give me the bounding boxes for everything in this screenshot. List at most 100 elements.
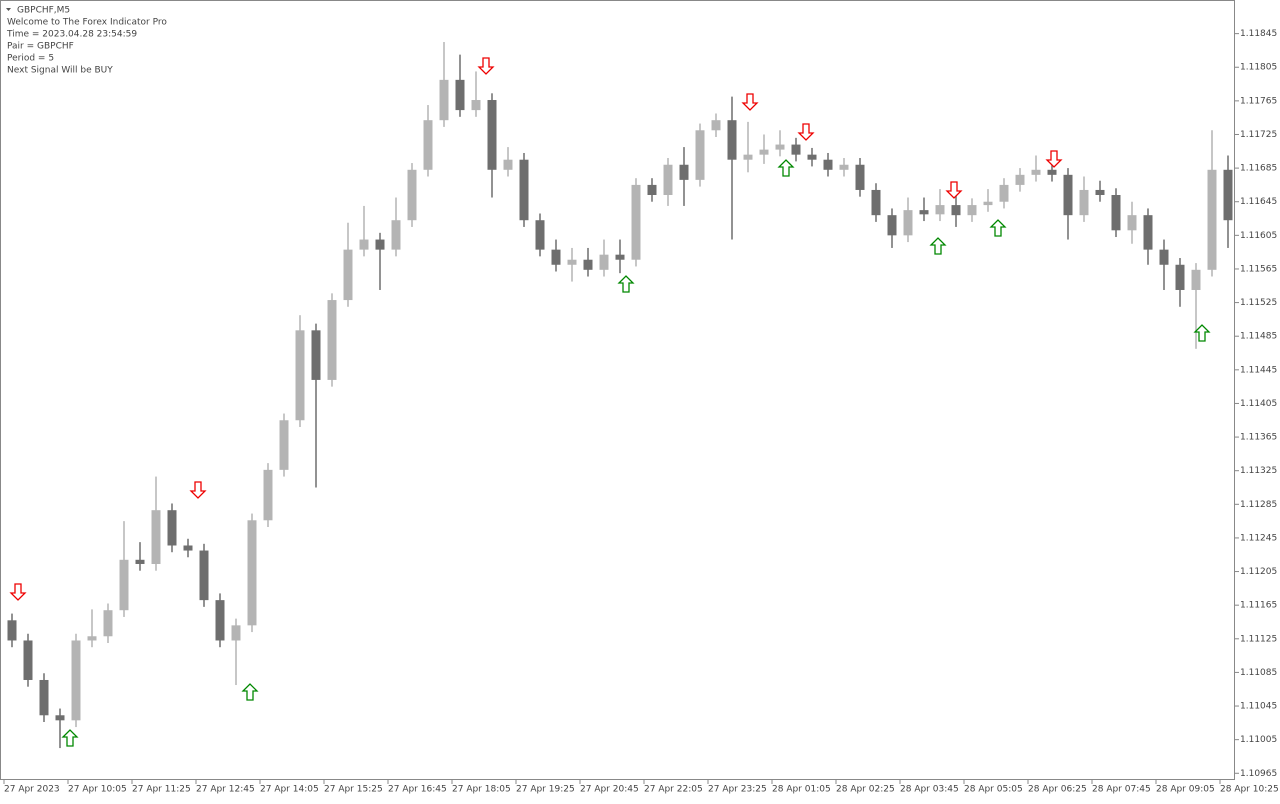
candle-body	[983, 201, 993, 206]
candle-body	[535, 220, 545, 250]
candle-body	[167, 510, 177, 546]
candles	[7, 42, 1233, 749]
sell-arrow	[797, 123, 815, 141]
plot-frame	[0, 0, 1235, 780]
candle-body	[455, 79, 465, 111]
info-line: Time = 2023.04.28 23:54:59	[6, 30, 137, 40]
candle-body	[807, 154, 817, 160]
candle-body	[503, 159, 513, 170]
y-tick-label: 1.11685	[1240, 164, 1277, 174]
y-tick-label: 1.11045	[1240, 702, 1277, 712]
x-tick-label: 27 Apr 2023	[4, 785, 60, 795]
candle-body	[247, 520, 257, 626]
x-tick-label: 27 Apr 11:25	[132, 785, 191, 795]
y-tick-label: 1.11485	[1240, 332, 1277, 342]
x-tick-label: 27 Apr 12:45	[196, 785, 255, 795]
candle-body	[423, 120, 433, 170]
signal-arrows	[9, 57, 1211, 747]
candle-body	[1127, 215, 1137, 231]
x-tick-label: 27 Apr 23:25	[708, 785, 767, 795]
candle-body	[743, 154, 753, 160]
candle-body	[487, 100, 497, 170]
y-tick-label: 1.11645	[1240, 197, 1277, 207]
x-tick-label: 27 Apr 14:05	[260, 785, 319, 795]
candle-body	[327, 300, 337, 380]
y-tick-label: 1.11005	[1240, 735, 1277, 745]
y-tick-label: 1.11325	[1240, 466, 1277, 476]
x-tick-label: 27 Apr 15:25	[324, 785, 383, 795]
y-tick-label: 1.11565	[1240, 264, 1277, 274]
candle-body	[119, 559, 129, 611]
x-tick-label: 27 Apr 16:45	[388, 785, 447, 795]
x-tick-label: 28 Apr 06:25	[1028, 785, 1087, 795]
candle-body	[679, 164, 689, 180]
y-tick-label: 1.11285	[1240, 500, 1277, 510]
sell-arrow	[1045, 150, 1063, 168]
candle-body	[471, 100, 481, 111]
candle-body	[1079, 189, 1089, 216]
candle-body	[695, 130, 705, 180]
x-tick-label: 28 Apr 05:05	[964, 785, 1023, 795]
candle-body	[1143, 215, 1153, 250]
buy-arrow	[777, 159, 795, 177]
buy-arrow	[1193, 324, 1211, 342]
axes: 1.10965 1.11005 1.11045 1.11085 1.11125 1.111…	[3, 29, 1279, 795]
candle-body	[1031, 169, 1041, 175]
candle-body	[887, 215, 897, 236]
candle-body	[1223, 169, 1233, 221]
info-line: Pair = GBPCHF	[7, 42, 74, 52]
candle-body	[391, 220, 401, 250]
buy-arrow	[61, 729, 79, 747]
candle-body	[935, 205, 945, 215]
candle-body	[711, 120, 721, 131]
x-tick-label: 27 Apr 19:25	[516, 785, 575, 795]
candle-body	[7, 620, 17, 641]
candle-body	[359, 239, 369, 250]
x-tick-label: 28 Apr 09:05	[1156, 785, 1215, 795]
buy-arrow	[989, 219, 1007, 237]
candle-body	[1063, 174, 1073, 216]
candle-body	[407, 169, 417, 221]
y-tick-label: 1.11845	[1240, 29, 1277, 39]
candle-body	[759, 149, 769, 155]
candle-body	[871, 189, 881, 216]
sell-arrow	[189, 481, 207, 499]
y-tick-label: 1.11445	[1240, 365, 1277, 375]
candle-body	[551, 249, 561, 265]
candle-body	[55, 715, 65, 721]
candle-body	[1175, 264, 1185, 290]
candle-body	[39, 679, 49, 716]
candle-body	[23, 640, 33, 680]
buy-arrow	[617, 275, 635, 293]
candle-body	[295, 330, 305, 421]
candle-body	[567, 259, 577, 265]
candle-body	[919, 210, 929, 215]
info-panel: Welcome to The Forex Indicator Pro Time =…	[6, 18, 167, 76]
candle-body	[583, 259, 593, 270]
y-tick-label: 1.11365	[1240, 433, 1277, 443]
candle-body	[343, 249, 353, 301]
sell-arrow	[945, 181, 963, 199]
candle-body	[183, 545, 193, 551]
candle-body	[1111, 195, 1121, 231]
candle-body	[1191, 269, 1201, 290]
candle-body	[663, 164, 673, 195]
candle-body	[151, 510, 161, 564]
x-tick-label: 27 Apr 10:05	[68, 785, 127, 795]
candle-body	[231, 625, 241, 641]
candle-body	[135, 559, 145, 564]
candle-body	[1095, 189, 1105, 195]
candle-body	[519, 159, 529, 221]
y-tick-label: 1.11405	[1240, 399, 1277, 409]
candle-body	[1047, 169, 1057, 175]
x-tick-label: 27 Apr 20:45	[580, 785, 639, 795]
sell-arrow	[741, 93, 759, 111]
x-tick-label: 28 Apr 10:25	[1220, 785, 1279, 795]
candle-body	[1207, 169, 1217, 270]
candle-body	[839, 164, 849, 170]
collapse-icon	[6, 8, 11, 11]
y-tick-label: 1.11085	[1240, 668, 1277, 678]
info-line: Next Signal Will be BUY	[7, 66, 113, 76]
candle-body	[999, 184, 1009, 202]
